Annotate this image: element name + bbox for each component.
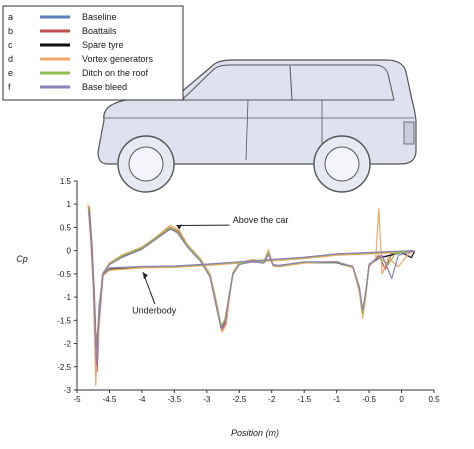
- legend-label-c: Spare tyre: [82, 40, 124, 50]
- legend-letter-e: e: [8, 68, 13, 78]
- y-tick-label: 1.5: [60, 177, 72, 186]
- x-tick-label: -2.5: [232, 395, 246, 404]
- series-line-upper-baseline: [89, 209, 415, 358]
- y-tick-label: -2: [64, 340, 72, 349]
- x-tick-label: 0.5: [428, 395, 440, 404]
- legend-label-a: Baseline: [82, 12, 117, 22]
- y-tick-label: 1: [67, 200, 72, 209]
- series-line-lower-spare-tyre: [97, 251, 415, 346]
- y-tick-label: 0: [67, 247, 72, 256]
- x-tick-label: -3: [203, 395, 211, 404]
- x-tick-label: -5: [73, 395, 81, 404]
- y-tick-label: -1.5: [57, 316, 71, 325]
- x-tick-label: 0: [399, 395, 404, 404]
- annotation-above-the-car: Above the car: [233, 215, 289, 225]
- series-line-lower-ditch-on-the-roof: [97, 251, 415, 344]
- plot-area: 1.510.50-0.5-1-1.5-2-2.5-3-5-4.5-4-3.5-3…: [16, 177, 440, 438]
- legend-label-d: Vortex generators: [82, 54, 154, 64]
- y-axis-label: Cp: [16, 254, 28, 264]
- y-tick-label: -2.5: [57, 363, 71, 372]
- x-tick-label: -0.5: [362, 395, 376, 404]
- legend-letter-b: b: [8, 26, 13, 36]
- y-tick-label: -1: [64, 293, 72, 302]
- legend-letter-c: c: [8, 40, 13, 50]
- series-line-upper-spare-tyre: [89, 210, 415, 362]
- x-tick-label: -4.5: [103, 395, 117, 404]
- car-tail-light: [404, 122, 414, 144]
- x-tick-label: -2: [268, 395, 276, 404]
- series-line-upper-base-bleed: [89, 211, 415, 364]
- y-tick-label: -3: [64, 386, 72, 395]
- series-line-lower-base-bleed: [97, 251, 415, 349]
- legend-label-f: Base bleed: [82, 82, 127, 92]
- x-tick-label: -4: [138, 395, 146, 404]
- x-tick-label: -1.5: [297, 395, 311, 404]
- series-line-lower-baseline: [97, 251, 415, 344]
- x-tick-label: -3.5: [167, 395, 181, 404]
- x-tick-label: -1: [333, 395, 341, 404]
- rear-wheel-hub: [325, 147, 359, 181]
- legend-label-e: Ditch on the roof: [82, 68, 149, 78]
- legend: a Baseline b Boattails c Spare tyre d Vortex ge…: [3, 6, 183, 100]
- legend-label-b: Boattails: [82, 26, 117, 36]
- series-line-upper-ditch-on-the-roof: [89, 208, 415, 360]
- y-tick-label: 0.5: [60, 223, 72, 232]
- front-wheel-hub: [129, 147, 163, 181]
- x-axis-label: Position (m): [231, 428, 279, 438]
- legend-letter-d: d: [8, 54, 13, 64]
- annotation-underbody: Underbody: [132, 305, 177, 315]
- legend-letter-a: a: [8, 12, 13, 22]
- y-tick-label: -0.5: [57, 270, 71, 279]
